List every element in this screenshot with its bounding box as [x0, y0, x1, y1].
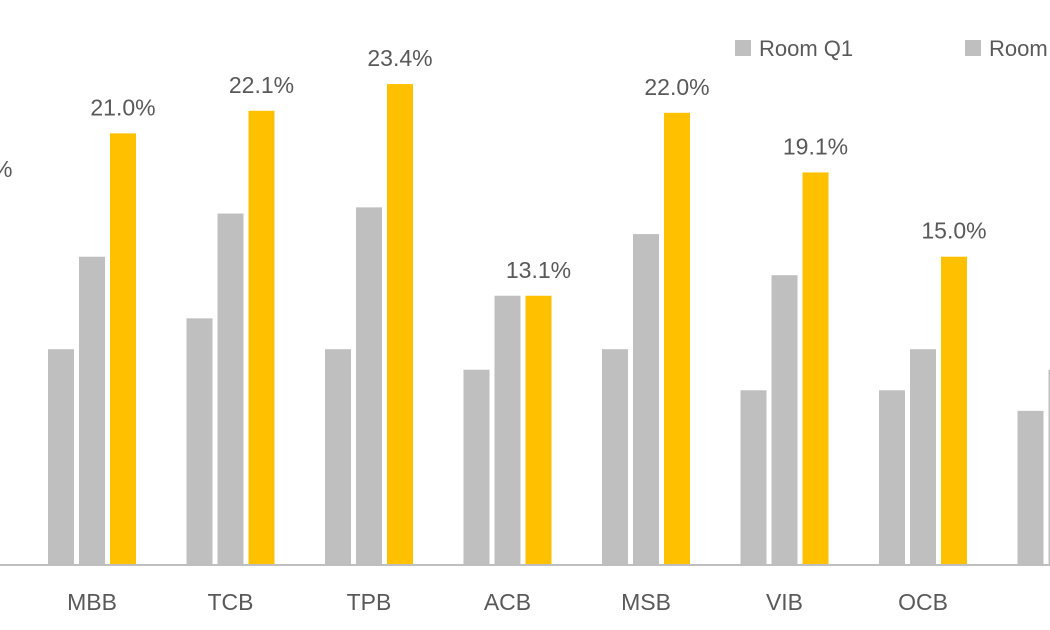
tick-label-tcb: TCB	[208, 589, 254, 615]
tick-label-acb: ACB	[484, 589, 531, 615]
tick-label-msb: MSB	[621, 589, 671, 615]
bar-vib-series-1	[740, 390, 767, 565]
data-label-mbb: 21.0%	[90, 94, 155, 120]
bar-tcb-series-3	[248, 110, 275, 565]
tick-label-ocb: OCB	[898, 589, 948, 615]
bar-mbb-series-2	[79, 256, 105, 565]
bar-msb-series-3	[664, 112, 690, 566]
bar-vib-series-3	[802, 172, 829, 565]
data-label-acb: 13.1%	[506, 257, 571, 283]
bar-tcb-series-2	[217, 213, 244, 566]
tick-label-mbb: MBB	[67, 589, 117, 615]
data-label-tpb: 23.4%	[367, 45, 432, 71]
tick-label-vib: VIB	[766, 589, 803, 615]
data-label-offscreen: %	[0, 156, 12, 182]
bar-ocb-series-2	[910, 349, 936, 565]
bar-tpb-series-2	[356, 207, 382, 566]
data-label-tcb: 22.1%	[229, 72, 294, 98]
bars-layer	[48, 84, 1050, 566]
bar-msb-series-1	[602, 349, 628, 565]
tick-label-tpb: TPB	[347, 589, 392, 615]
legend-label-2: Room	[989, 36, 1048, 61]
data-label-ocb: 15.0%	[921, 218, 986, 244]
legend-swatch-2	[965, 40, 981, 56]
data-labels-layer: 21.0% 22.1% 23.4% 13.1% 22.0% 19.1% 15.0%%	[0, 45, 987, 283]
bar-acb-series-3	[525, 295, 552, 565]
bar-mbb-series-3	[110, 133, 136, 565]
legend-label-1: Room Q1	[759, 36, 853, 61]
bar-tpb-series-1	[325, 349, 351, 565]
bar-mbb-series-1	[48, 349, 74, 565]
data-label-vib: 19.1%	[783, 133, 848, 159]
bar-ocb-series-3	[941, 256, 967, 565]
legend-swatch-1	[735, 40, 751, 56]
bar-c-series-1	[1017, 410, 1044, 565]
x-tick-labels: MBBTCBTPBACBMSBVIBOCBC	[67, 589, 948, 615]
bar-acb-series-1	[463, 369, 490, 565]
legend: Room Q1 Room	[735, 36, 1048, 61]
bar-ocb-series-1	[879, 390, 905, 565]
bar-msb-series-2	[633, 234, 659, 565]
bar-tpb-series-3	[387, 84, 413, 565]
data-label-msb: 22.0%	[644, 74, 709, 100]
bar-c-series-2	[1048, 369, 1050, 565]
bar-vib-series-2	[771, 275, 798, 565]
bar-tcb-series-1	[186, 318, 213, 565]
bar-acb-series-2	[494, 295, 521, 565]
